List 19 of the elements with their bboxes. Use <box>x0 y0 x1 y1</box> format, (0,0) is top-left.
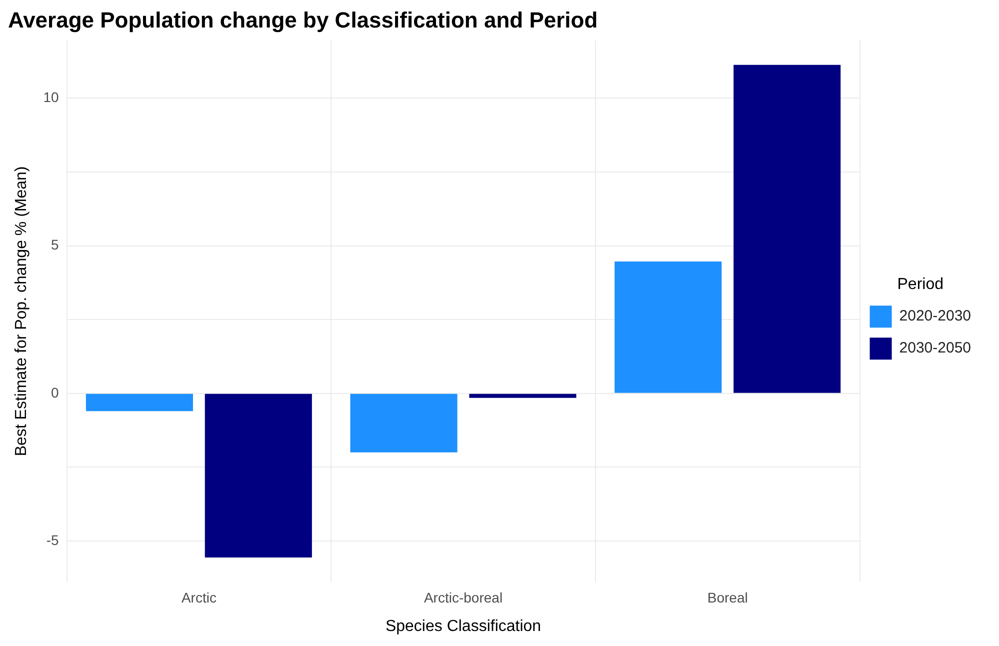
y-tick-label: -5 <box>46 532 59 548</box>
legend-label: 2030-2050 <box>899 340 971 357</box>
bar <box>734 64 841 393</box>
bar <box>204 394 312 558</box>
chart-title: Average Population change by Classification and Period <box>8 7 598 32</box>
bar <box>86 394 193 412</box>
x-tick-label: Arctic-boreal <box>424 589 503 606</box>
legend-title: Period <box>897 276 944 293</box>
x-tick-label: Arctic <box>181 589 216 606</box>
bar <box>614 261 722 393</box>
x-axis-title: Species Classification <box>385 618 542 635</box>
bar <box>469 394 576 398</box>
legend-label: 2020-2030 <box>899 308 971 325</box>
x-tick-label: Boreal <box>707 589 748 606</box>
bar <box>350 394 458 452</box>
y-axis-title: Best Estimate for Pop. change % (Mean) <box>13 166 30 456</box>
y-tick-label: 0 <box>50 384 59 400</box>
y-tick-label: 10 <box>43 89 59 106</box>
y-tick-label: 5 <box>50 236 59 253</box>
